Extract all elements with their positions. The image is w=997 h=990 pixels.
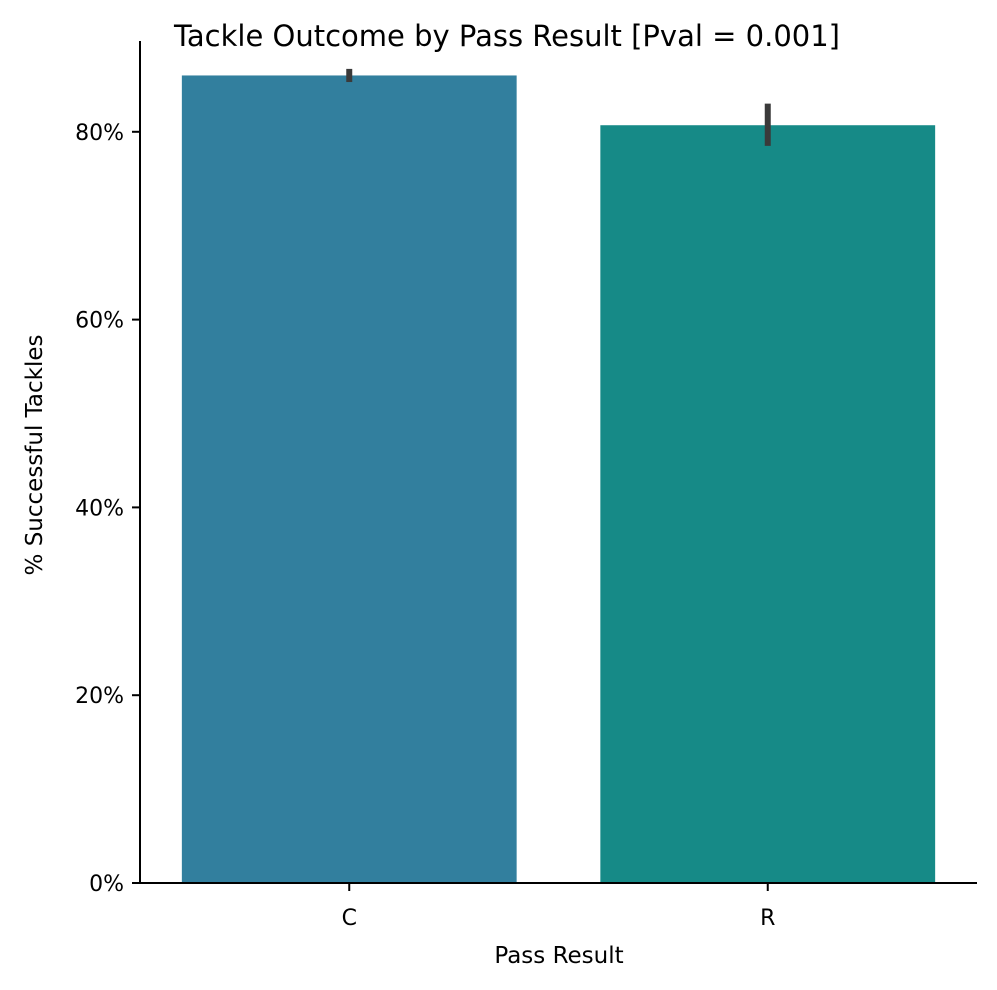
y-tick-label: 0%	[89, 872, 124, 897]
y-axis-title: % Successful Tackles	[22, 335, 48, 576]
x-axis-title: Pass Result	[494, 943, 623, 969]
y-tick-label: 40%	[75, 496, 124, 521]
x-tick-label: R	[760, 906, 775, 931]
y-ticks-group: 0% 20% 40% 60% 80%	[75, 121, 140, 897]
y-tick-label: 60%	[75, 309, 124, 334]
y-tick-label: 20%	[75, 684, 124, 709]
bar-c	[181, 75, 517, 883]
bar-r	[600, 125, 936, 884]
error-bars-group	[346, 68, 771, 146]
bars-group	[181, 75, 936, 884]
y-tick-label: 80%	[75, 121, 124, 146]
chart-title: Tackle Outcome by Pass Result [Pval = 0.…	[173, 19, 840, 53]
x-tick-label: C	[342, 906, 357, 931]
